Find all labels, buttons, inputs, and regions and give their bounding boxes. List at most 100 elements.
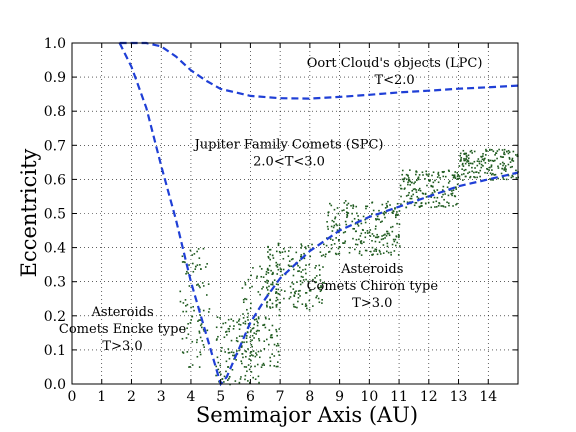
scatter-point	[409, 180, 412, 183]
scatter-point	[425, 170, 428, 173]
scatter-point	[227, 327, 230, 330]
scatter-point	[515, 154, 517, 156]
scatter-point	[237, 320, 240, 322]
scatter-point	[434, 206, 436, 208]
scatter-point	[492, 160, 495, 162]
scatter-point	[358, 238, 360, 241]
scatter-point	[252, 350, 255, 352]
annotation-line: T>3.0	[102, 339, 142, 354]
scatter-point	[223, 336, 226, 339]
scatter-point	[507, 149, 510, 152]
scatter-point	[364, 232, 367, 234]
scatter-point	[201, 326, 203, 329]
scatter-point	[446, 186, 449, 189]
scatter-point	[338, 231, 340, 234]
scatter-point	[300, 245, 303, 247]
scatter-point	[281, 274, 284, 276]
scatter-point	[288, 265, 291, 268]
scatter-point	[376, 236, 378, 239]
scatter-point	[264, 281, 267, 283]
scatter-point	[502, 164, 504, 167]
scatter-point	[503, 151, 506, 154]
scatter-point	[196, 355, 199, 358]
scatter-point	[260, 268, 263, 270]
scatter-point	[365, 205, 367, 208]
scatter-point	[443, 198, 445, 201]
x-tick-label: 14	[479, 389, 497, 405]
scatter-point	[438, 202, 441, 205]
scatter-point	[458, 175, 461, 177]
scatter-point	[215, 326, 218, 329]
scatter-point	[300, 275, 303, 278]
scatter-point	[355, 230, 357, 233]
scatter-point	[462, 149, 465, 152]
scatter-point	[329, 202, 331, 205]
scatter-point	[415, 173, 417, 176]
scatter-point	[191, 254, 194, 256]
scatter-point	[186, 351, 189, 353]
scatter-point	[217, 361, 220, 364]
annotations: Oort Cloud's objects (LPC) T<2.0 Jupiter F…	[59, 56, 483, 354]
scatter-point	[346, 213, 348, 216]
scatter-point	[387, 200, 389, 203]
scatter-point	[382, 238, 385, 240]
scatter-point	[262, 276, 265, 278]
scatter-point	[375, 248, 378, 251]
scatter-point	[511, 159, 513, 161]
scatter-point	[251, 339, 253, 342]
scatter-point	[221, 378, 224, 380]
scatter-point	[366, 205, 369, 208]
scatter-point	[315, 281, 318, 284]
scatter-point	[464, 159, 466, 162]
scatter-point	[193, 253, 196, 255]
scatter-point	[345, 211, 348, 213]
scatter-point	[382, 212, 385, 215]
scatter-point	[199, 319, 202, 321]
scatter-point	[424, 193, 427, 196]
scatter-point	[503, 153, 506, 156]
scatter-point	[305, 247, 307, 250]
scatter-point	[225, 331, 227, 333]
scatter-point	[330, 247, 333, 250]
scatter-point	[482, 153, 484, 155]
scatter-point	[379, 221, 382, 223]
scatter-point	[309, 255, 312, 258]
scatter-point	[265, 304, 268, 307]
scatter-point	[234, 380, 237, 382]
scatter-point	[266, 289, 269, 291]
scatter-point	[218, 371, 221, 374]
scatter-point	[369, 235, 372, 237]
scatter-point	[327, 251, 330, 253]
scatter-point	[320, 289, 323, 292]
scatter-point	[232, 328, 235, 330]
scatter-point	[385, 250, 388, 253]
scatter-point	[276, 266, 279, 268]
x-tick-label: 12	[420, 389, 438, 405]
scatter-point	[379, 251, 381, 253]
scatter-point	[375, 250, 378, 252]
scatter-point	[265, 273, 268, 276]
scatter-point	[395, 216, 397, 219]
scatter-point	[510, 176, 513, 179]
scatter-point	[495, 152, 498, 155]
scatter-point	[431, 174, 433, 177]
boundary-curve-2	[119, 41, 519, 100]
scatter-point	[277, 344, 280, 347]
scatter-point	[275, 283, 278, 285]
scatter-point	[247, 348, 249, 350]
scatter-point	[227, 348, 230, 350]
scatter-point	[467, 154, 470, 157]
scatter-point	[232, 320, 235, 322]
scatter-point	[433, 191, 436, 193]
scatter-point	[474, 167, 476, 169]
scatter-point	[479, 175, 481, 178]
scatter-point	[264, 316, 267, 319]
scatter-point	[297, 270, 299, 273]
scatter-point	[400, 195, 402, 198]
x-tick-label: 4	[186, 389, 195, 405]
scatter-point	[248, 358, 251, 360]
scatter-point	[430, 196, 432, 198]
scatter-point	[250, 350, 253, 353]
scatter-point	[451, 194, 453, 197]
scatter-point	[378, 249, 381, 252]
